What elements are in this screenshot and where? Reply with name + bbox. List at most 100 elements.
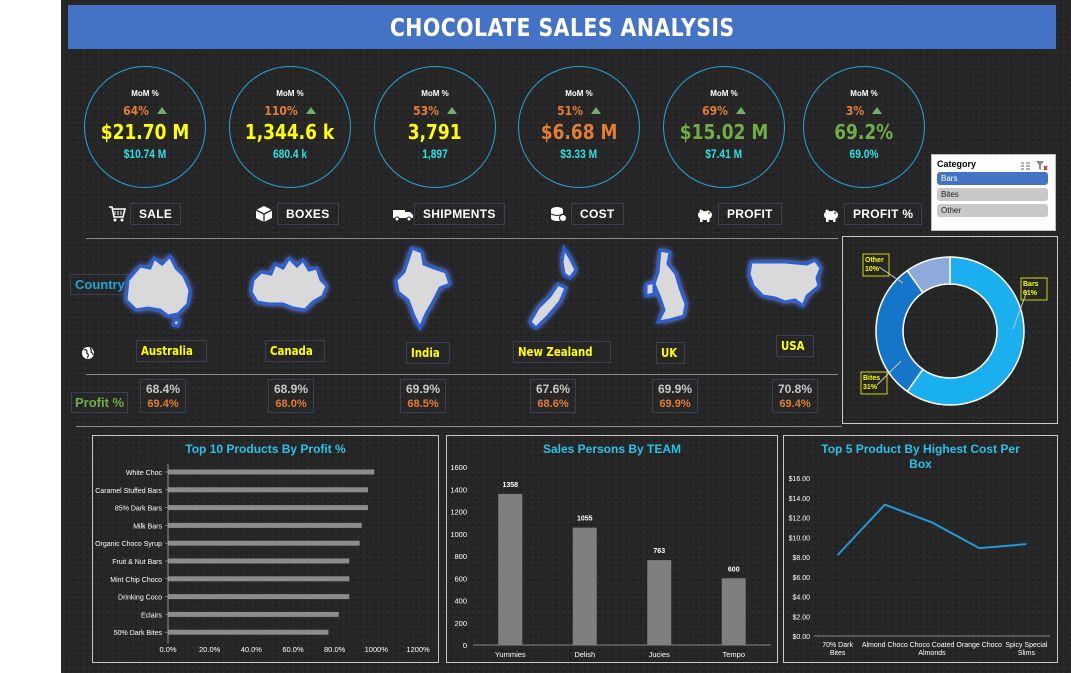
sales-persons-chart: 0 200 400 600 800 1000 1200 1400 1600 1358 Yummies… <box>450 463 771 659</box>
y-tick-label: 400 <box>454 597 467 606</box>
donut-label-box <box>860 371 888 395</box>
kpi-circle-profit: MoM % 3% 69.2% 69.0% <box>803 66 925 188</box>
mom-pct-value: 3% <box>845 104 865 118</box>
country-name-text: Australia <box>141 344 193 358</box>
kpi-label-text: COST <box>571 203 624 225</box>
piggy-bank-icon <box>822 205 840 223</box>
kpi-value-text: $6.68 M <box>540 120 618 144</box>
divider-top <box>86 238 838 239</box>
x-tick-label: Spicy Special Slims <box>1005 642 1047 657</box>
kpi-label-text: SALE <box>130 203 182 225</box>
country-profit-box: 69.9% 68.5% <box>400 379 447 413</box>
kpi-prev-text: $10.74 M <box>123 147 167 161</box>
country-name-text: USA <box>781 339 805 353</box>
country-profit-value: 68.9% <box>274 382 309 396</box>
kpi-value-text: 69.2% <box>834 120 894 144</box>
category-slicer[interactable]: Category Bars Bites Other <box>931 154 1056 231</box>
piggy-bank-icon <box>696 205 714 223</box>
cost-per-box-chart: $0.00 $2.00 $4.00 $6.00 $8.00 $10.00 $12.00 $14… <box>789 476 1050 657</box>
mom-pct-value: 53% <box>413 104 439 118</box>
data-label: 1055 <box>577 516 593 523</box>
bar-tempo <box>721 578 746 645</box>
country-profit-box: 69.9% 69.9% <box>652 379 699 413</box>
sales-persons-panel: Sales Persons By TEAM 0 200 400 600 800 1000 1… <box>446 435 778 663</box>
y-tick-label: $12.00 <box>789 516 811 523</box>
y-tick-label: 0 <box>463 641 467 650</box>
slicer-header: Category <box>937 159 977 169</box>
kpi-prev-value: 69.0% <box>804 147 924 161</box>
new-zealand-map-icon <box>528 244 578 331</box>
category-donut-panel: Bars 61% Bites 31% Other 10% <box>842 236 1058 424</box>
mom-pct-value: 69% <box>702 104 728 118</box>
up-arrow-icon <box>735 107 746 114</box>
profit-label: Profit % <box>71 392 129 413</box>
data-label: 1358 <box>502 482 518 489</box>
kpi-value-text: 3,791 <box>408 120 462 144</box>
mom-label: MoM % <box>421 89 449 98</box>
x-tick-label: Almond Choco <box>862 642 908 649</box>
cost-per-box-title: Top 5 Product By Highest Cost Per Box <box>821 442 1020 471</box>
kpi-label-5: PROFIT % <box>822 202 923 226</box>
kpi-label-text: SHIPMENTS <box>414 203 505 225</box>
coins-icon <box>549 205 567 223</box>
x-tick-label: Yummies <box>495 650 526 659</box>
mom-pct: 110% <box>230 104 350 118</box>
x-tick-label: 1200% <box>406 645 430 654</box>
slicer-item-bars[interactable]: Bars <box>937 172 1048 185</box>
truck-icon <box>392 205 413 223</box>
mom-label: MoM % <box>131 89 159 98</box>
country-profit-box: 68.4% 69.4% <box>140 379 187 413</box>
data-label: 763 <box>653 548 665 555</box>
kpi-value: 3,791 <box>375 120 495 144</box>
country-profit-box: 67.6% 68.6% <box>530 379 577 413</box>
mom-pct-value: 51% <box>557 104 583 118</box>
kpi-prev-text: $3.33 M <box>560 147 598 161</box>
country-profit-prev: 69.9% <box>659 398 691 410</box>
category-donut-chart: Bars 61% Bites 31% Other 10% <box>860 253 1048 406</box>
x-tick-label: 60.0% <box>282 645 304 654</box>
kpi-prev-value: $3.33 M <box>519 147 639 161</box>
kpi-label-2: SHIPMENTS <box>392 202 505 226</box>
slicer-item-bites[interactable]: Bites <box>937 188 1048 201</box>
cost-per-box-panel: Top 5 Product By Highest Cost Per Box $0… <box>783 435 1058 663</box>
country-profit-prev: 68.0% <box>275 398 307 410</box>
bar-jucies <box>647 560 672 645</box>
country-name-new-zealand: New Zealand <box>513 341 611 363</box>
x-tick-label: 1000% <box>365 645 389 654</box>
slicer-item-other[interactable]: Other <box>937 204 1048 217</box>
clear-filter-icon[interactable] <box>1036 158 1048 171</box>
y-tick-label: $16.00 <box>789 476 811 483</box>
bar-50-dark-bites <box>168 629 329 635</box>
up-arrow-icon <box>446 107 457 114</box>
up-arrow-icon <box>872 107 883 114</box>
cost-line-series <box>836 503 1027 556</box>
country-name-usa: USA <box>776 335 814 357</box>
kpi-circle-cost: MoM % 51% $6.68 M $3.33 M <box>518 66 640 188</box>
donut-label-box <box>1020 277 1048 301</box>
data-label: 600 <box>728 566 740 573</box>
y-tick-label: 50% Dark Bites <box>114 630 163 637</box>
donut-slice-other <box>906 256 951 294</box>
y-tick-label: Mint Chip Choco <box>110 577 162 584</box>
mom-label: MoM % <box>710 89 738 98</box>
bar-milk-bars <box>168 522 362 528</box>
x-tick-label: 70% Dark Bites <box>822 642 853 657</box>
bar-eclairs <box>168 611 339 617</box>
up-arrow-icon <box>156 107 167 114</box>
x-tick-label: 0.0% <box>159 645 176 654</box>
y-tick-label: Organic Choco Syrup <box>95 541 162 548</box>
mom-pct-value: 110% <box>264 104 298 118</box>
kpi-prev-text: 680.4 k <box>272 147 308 161</box>
mom-pct: 51% <box>519 104 639 118</box>
bar-delish <box>572 527 597 645</box>
kpi-value: $6.68 M <box>519 120 639 144</box>
up-arrow-icon <box>305 107 316 114</box>
country-profit-prev: 68.6% <box>537 398 569 410</box>
country-profit-value: 69.9% <box>406 382 441 396</box>
country-name-canada: Canada <box>265 340 326 362</box>
multi-select-icon[interactable] <box>1020 158 1031 170</box>
y-tick-label: $10.00 <box>789 535 811 542</box>
bar-drinking-coco <box>168 594 350 600</box>
donut-label-bars: Bars 61% <box>1023 281 1039 297</box>
y-tick-label: $6.00 <box>792 575 810 582</box>
